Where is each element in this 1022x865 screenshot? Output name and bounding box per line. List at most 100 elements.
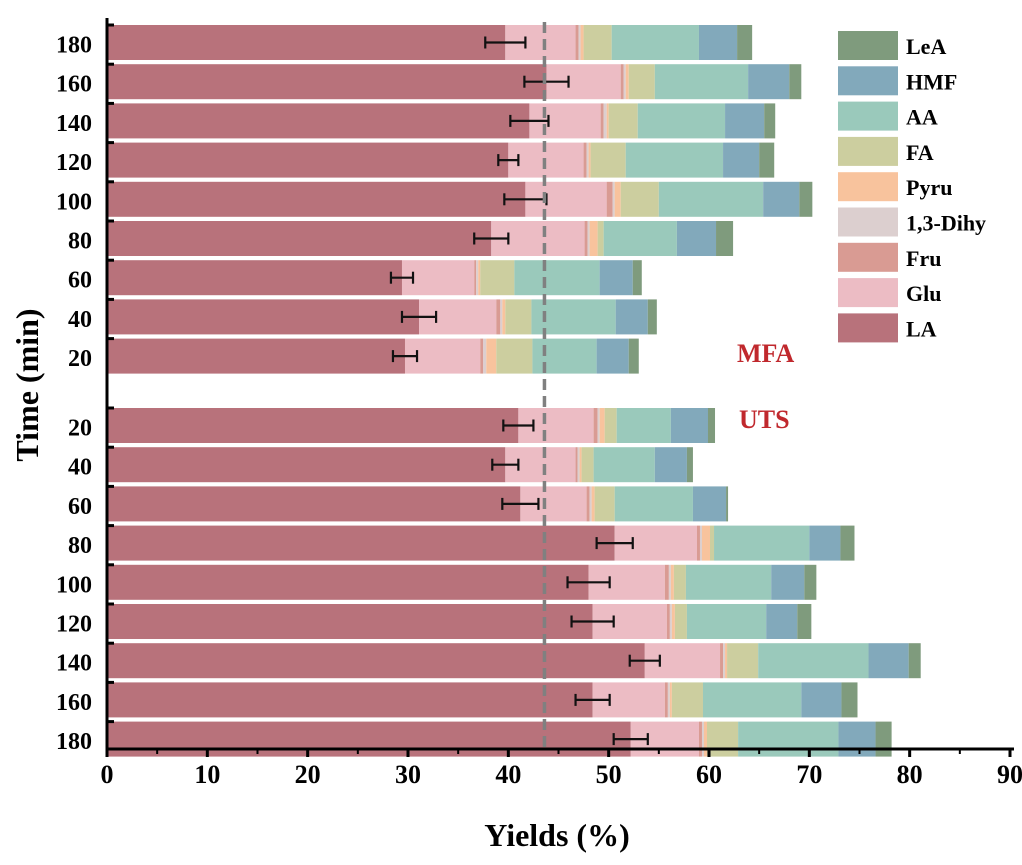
legend-swatch-glu [838, 278, 898, 307]
bar-segment-mfa-180-hmf [699, 25, 737, 60]
bar-segment-uts-160-hmf [801, 682, 841, 717]
bar-segment-uts-140-fru [720, 643, 723, 678]
bar-segment-mfa-100-aa [659, 182, 763, 217]
bar-segment-mfa-180-fa [584, 25, 612, 60]
bar-segment-mfa-80-aa [604, 221, 677, 256]
bar-segment-mfa-160-aa [655, 64, 748, 99]
bar-segment-uts-180-hmf [838, 722, 875, 757]
bar-segment-uts-20-fru [594, 408, 598, 443]
bar-segment-uts-40-hmf [655, 447, 687, 482]
bar-segment-mfa-60-fa [480, 260, 514, 295]
bar-segment-uts-180-la [107, 722, 631, 757]
bar-segment-uts-160-fru [665, 682, 668, 717]
bar-segment-uts-40-fa [582, 447, 594, 482]
bar-segment-mfa-20-pyru [486, 339, 496, 374]
bar-segment-uts-160-la [107, 682, 593, 717]
x-tick-label-70: 70 [796, 760, 822, 789]
y-tick-mfa-60: 60 [68, 268, 92, 294]
bar-segment-mfa-120-fa [591, 143, 626, 178]
bar-segment-uts-40-fru [576, 447, 578, 482]
legend-label-1-3-dihy: 1,3-Dihy [906, 211, 986, 236]
x-tick-label-50: 50 [596, 760, 622, 789]
x-axis-label: Yields (%) [484, 817, 629, 853]
bar-segment-mfa-160-fru [621, 64, 624, 99]
bar-segment-mfa-160-la [107, 64, 546, 99]
bar-segment-uts-60-fru [587, 486, 590, 521]
bar-segment-uts-100-fru [665, 565, 669, 600]
bar-segment-uts-180-pyru [704, 722, 707, 757]
bar-segment-mfa-140-fru [601, 103, 604, 138]
y-axis-label: Time (min) [9, 308, 45, 461]
bar-segment-uts-80-fa [710, 526, 714, 561]
bar-segment-mfa-80-lea [716, 221, 733, 256]
legend-swatch-pyru [838, 172, 898, 201]
bar-segment-mfa-100-la [107, 182, 525, 217]
bar-segment-mfa-160-1-3-dihy [624, 64, 626, 99]
bar-segment-uts-20-la [107, 408, 518, 443]
bar-segment-mfa-120-pyru [589, 143, 591, 178]
bar-segment-uts-160-1-3-dihy [668, 682, 670, 717]
y-tick-mfa-180: 180 [56, 33, 92, 59]
bar-segment-mfa-140-lea [764, 103, 775, 138]
bar-segment-mfa-40-1-3-dihy [500, 299, 502, 334]
x-tick-label-60: 60 [696, 760, 722, 789]
bar-segment-uts-20-1-3-dihy [598, 408, 600, 443]
bar-segment-uts-40-la [107, 447, 505, 482]
bar-segment-mfa-20-1-3-dihy [483, 339, 486, 374]
legend-swatch-aa [838, 102, 898, 131]
y-tick-uts-60: 60 [68, 494, 92, 520]
bar-segment-mfa-80-fru [585, 221, 588, 256]
bar-segment-mfa-140-hmf [725, 103, 764, 138]
x-tick-label-30: 30 [395, 760, 421, 789]
y-tick-mfa-20: 20 [68, 346, 92, 372]
bar-segment-uts-140-1-3-dihy [723, 643, 725, 678]
bar-segment-uts-180-aa [738, 722, 838, 757]
y-tick-mfa-100: 100 [56, 189, 92, 215]
y-tick-mfa-120: 120 [56, 150, 92, 176]
y-tick-uts-80: 80 [68, 533, 92, 559]
bar-segment-uts-80-hmf [809, 526, 840, 561]
bar-segment-uts-140-aa [758, 643, 868, 678]
bar-segment-uts-180-fa [707, 722, 738, 757]
bar-segment-uts-20-hmf [671, 408, 708, 443]
bar-segment-uts-160-aa [703, 682, 801, 717]
bar-segment-mfa-160-fa [629, 64, 655, 99]
bar-segment-uts-160-lea [841, 682, 857, 717]
bar-segment-mfa-20-hmf [597, 339, 629, 374]
bar-segment-uts-60-aa [615, 486, 693, 521]
y-tick-mfa-80: 80 [68, 229, 92, 255]
legend-label-fa: FA [906, 140, 934, 165]
bar-segment-uts-100-la [107, 565, 589, 600]
legend-swatch-fa [838, 137, 898, 166]
bar-segment-mfa-120-la [107, 143, 508, 178]
legend-label-aa: AA [906, 105, 938, 130]
y-tick-uts-140: 140 [56, 651, 92, 677]
y-tick-mfa-140: 140 [56, 111, 92, 137]
bar-segment-uts-160-fa [672, 682, 703, 717]
bar-segment-uts-100-hmf [771, 565, 804, 600]
bar-segment-mfa-20-aa [532, 339, 596, 374]
bar-segment-mfa-100-1-3-dihy [613, 182, 615, 217]
bar-segment-uts-40-pyru [580, 447, 582, 482]
legend-label-lea: LeA [906, 34, 946, 59]
bar-segment-uts-80-aa [714, 526, 809, 561]
bar-segment-uts-60-lea [726, 486, 728, 521]
bar-segment-mfa-40-fru [496, 299, 500, 334]
bar-segment-mfa-40-pyru [502, 299, 505, 334]
bar-segment-mfa-40-lea [648, 299, 657, 334]
bar-segment-uts-180-fru [699, 722, 702, 757]
bar-segment-uts-140-hmf [869, 643, 909, 678]
bar-segment-mfa-60-aa [514, 260, 599, 295]
x-tick-label-40: 40 [495, 760, 521, 789]
y-tick-mfa-40: 40 [68, 307, 92, 333]
y-tick-uts-20: 20 [68, 416, 92, 442]
bar-segment-uts-120-pyru [672, 604, 675, 639]
bar-segment-mfa-80-hmf [677, 221, 716, 256]
legend-swatch-1-3-dihy [838, 208, 898, 237]
bar-segment-mfa-80-1-3-dihy [588, 221, 590, 256]
x-tick-label-0: 0 [101, 760, 114, 789]
legend-swatch-lea [838, 31, 898, 60]
bar-segment-uts-100-pyru [671, 565, 674, 600]
bar-segment-uts-60-la [107, 486, 520, 521]
bar-segment-uts-60-1-3-dihy [590, 486, 592, 521]
